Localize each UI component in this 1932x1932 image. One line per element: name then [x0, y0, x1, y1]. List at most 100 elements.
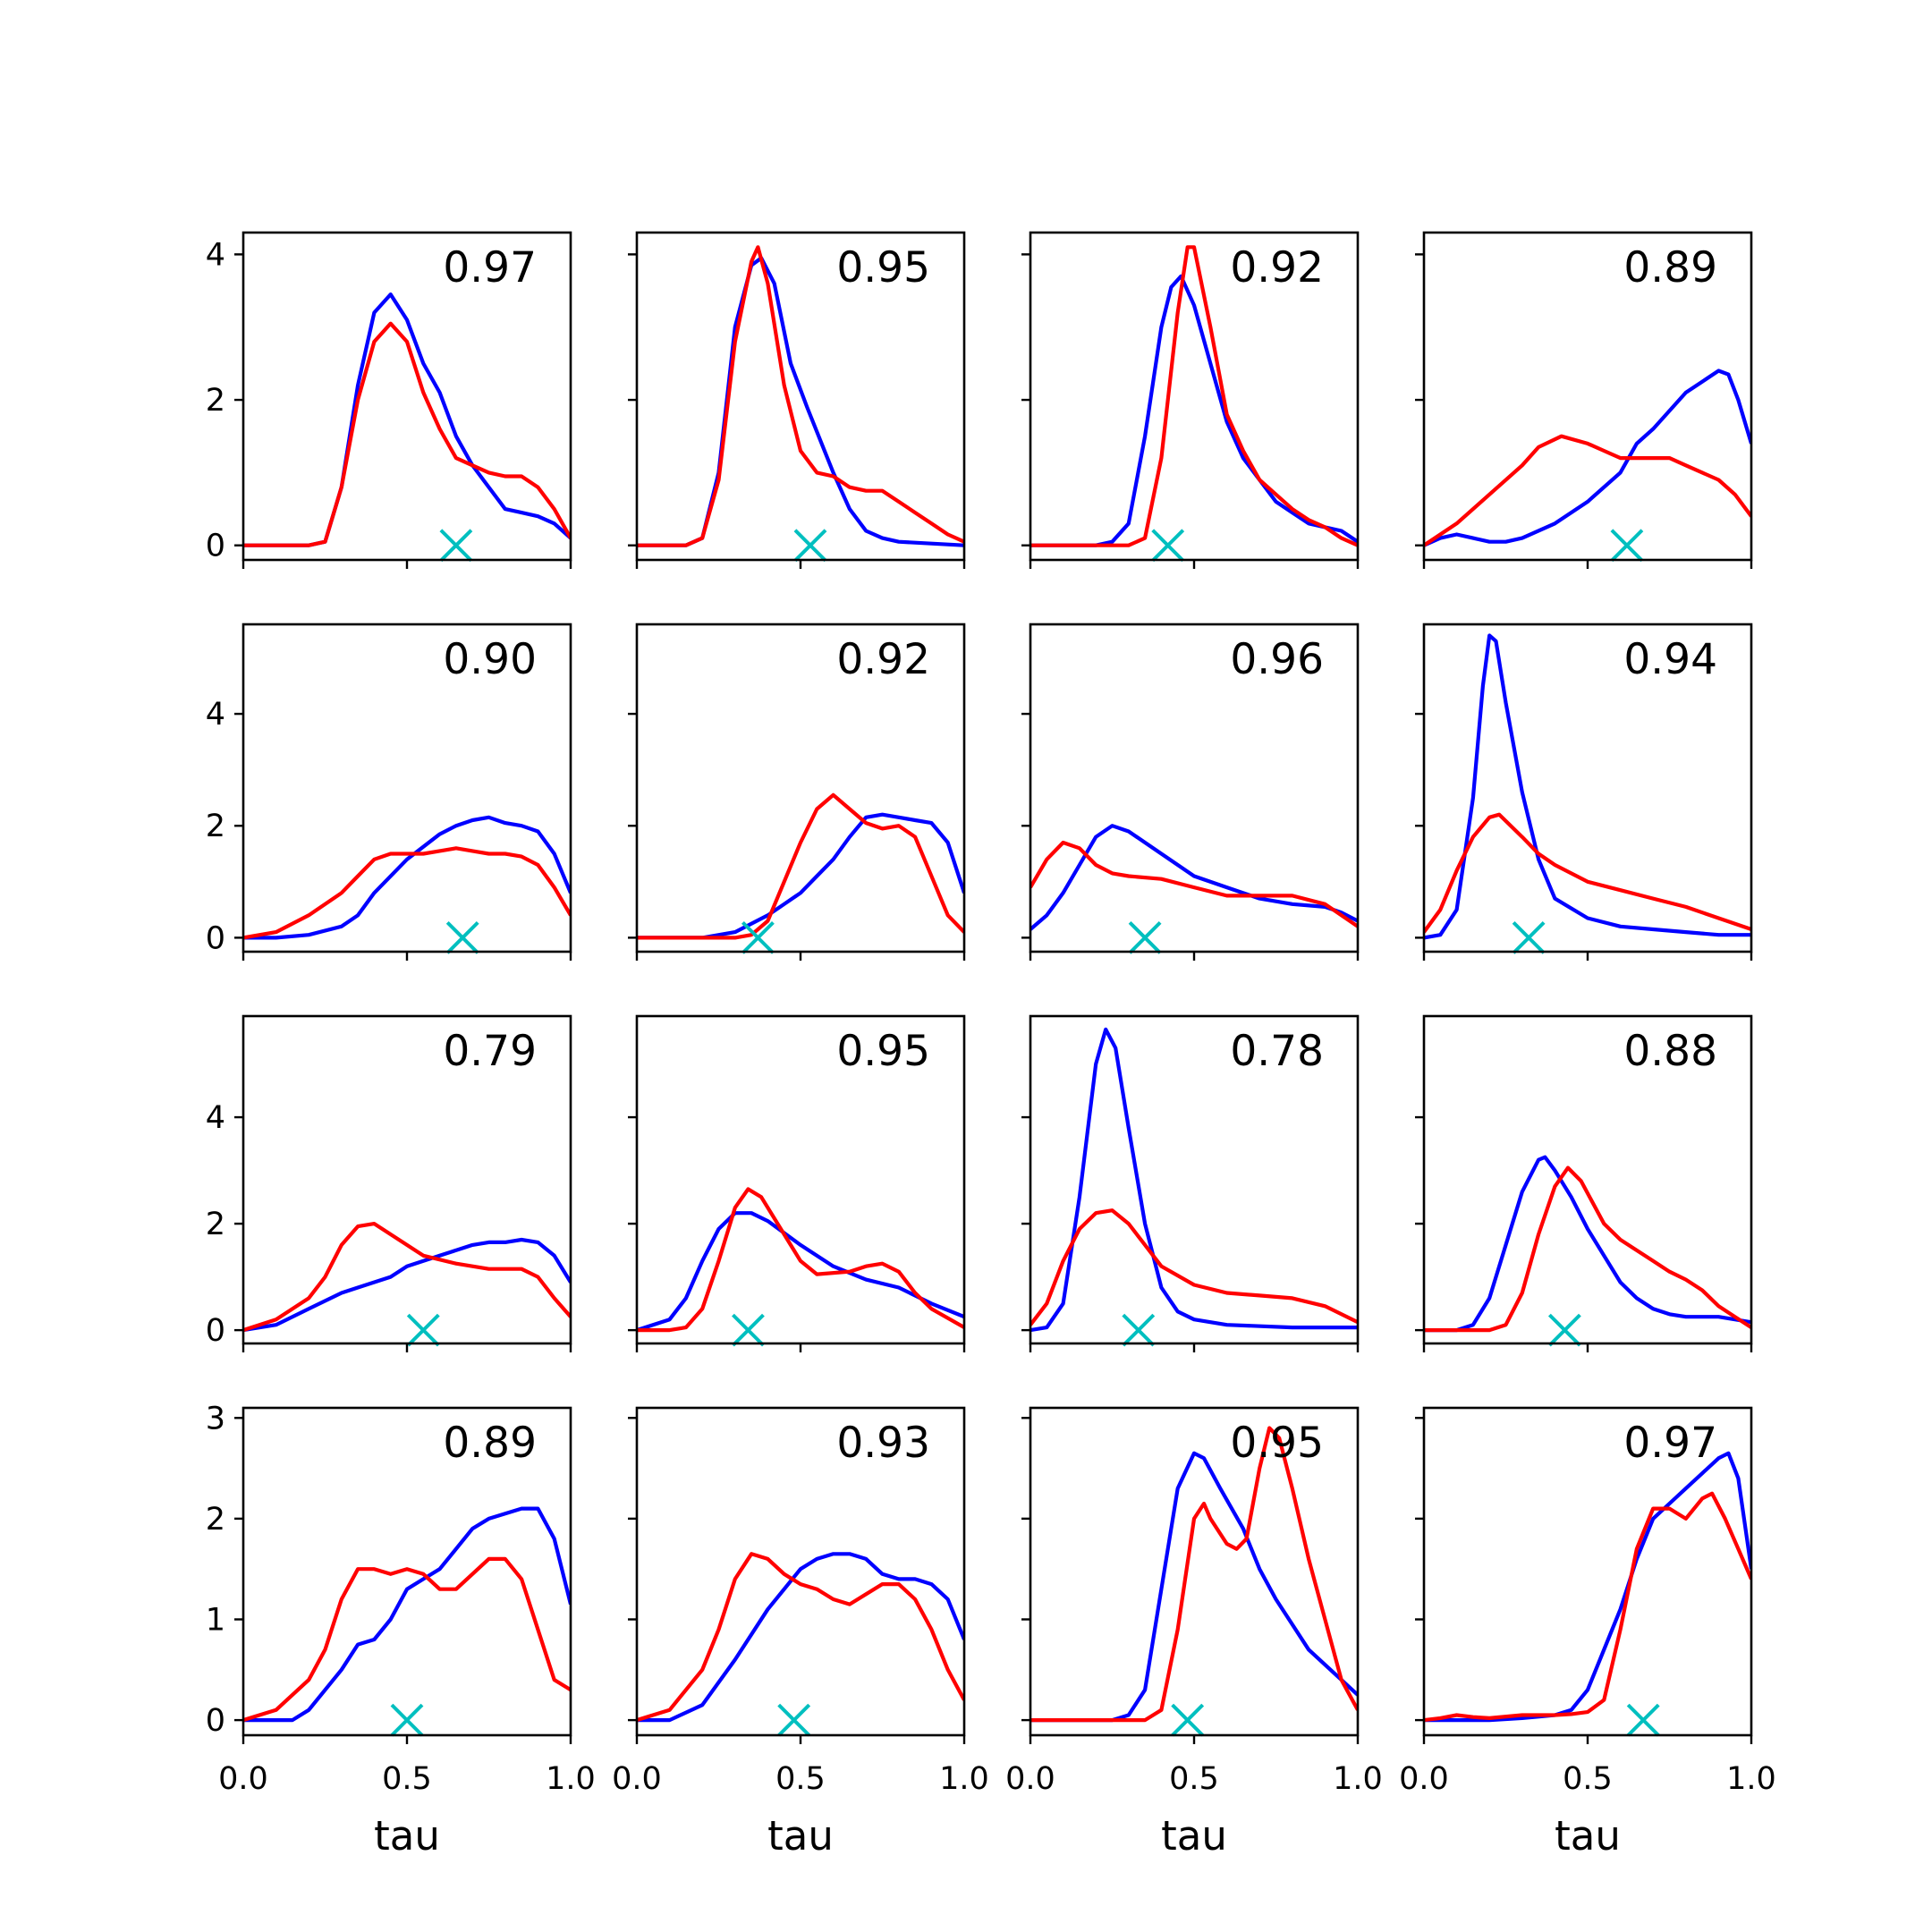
series-red-line: [1424, 434, 1751, 547]
y-tick-label: 2: [206, 809, 225, 844]
x-tick-label: 1.0: [1333, 1761, 1383, 1797]
true-value-marker: [1626, 1703, 1660, 1737]
series-blue-line: [1424, 633, 1751, 940]
series-red-line: [637, 792, 964, 940]
series-red-line: [243, 1222, 571, 1333]
series-blue-line: [243, 815, 571, 940]
series-blue-line: [1030, 274, 1358, 547]
y-tick-label: 2: [206, 383, 225, 419]
panel-13: 0.89 0 1 2 3 0.0 0.5 1.0 tau: [206, 1401, 596, 1860]
panel-score-label: 0.95: [1230, 1419, 1324, 1468]
panel-score-label: 0.95: [836, 1027, 930, 1076]
series-red-line: [1030, 1208, 1358, 1326]
y-tick-label: 2: [206, 1207, 225, 1242]
x-tick-label: 0.0: [612, 1761, 662, 1797]
panel-16: 0.97 0.0 0.5 1.0 tau: [1399, 1406, 1776, 1860]
panel-score-label: 0.96: [1230, 635, 1324, 684]
series-red-line: [243, 846, 571, 940]
panel-score-label: 0.92: [1230, 243, 1324, 292]
panel-11: 0.78: [1021, 1014, 1360, 1352]
x-tick-label: 1.0: [939, 1761, 989, 1797]
panel-5: 0.90 0 2 4: [206, 623, 572, 961]
series-red-line: [243, 321, 571, 547]
true-value-marker: [390, 1703, 424, 1737]
true-value-marker: [406, 1313, 440, 1347]
panel-score-label: 0.97: [443, 243, 537, 292]
true-value-marker: [439, 529, 473, 563]
panel-score-label: 0.89: [1623, 243, 1717, 292]
panel-1: 0.97 0 2 4: [206, 231, 572, 569]
true-value-marker: [1122, 1313, 1156, 1347]
x-tick-label: 1.0: [1726, 1761, 1776, 1797]
series-blue-line: [637, 812, 964, 940]
x-axis-label: tau: [1161, 1812, 1227, 1860]
panel-4: 0.89: [1415, 231, 1753, 569]
x-tick-label: 1.0: [546, 1761, 596, 1797]
series-red-line: [1424, 812, 1751, 934]
series-blue-line: [637, 1211, 964, 1333]
panel-7: 0.96: [1021, 623, 1360, 961]
panel-score-label: 0.97: [1623, 1419, 1717, 1468]
panel-2: 0.95: [628, 231, 966, 569]
series-blue-line: [1030, 1451, 1358, 1723]
x-axis-label: tau: [374, 1812, 440, 1860]
x-tick-label: 0.0: [218, 1761, 268, 1797]
true-value-marker: [732, 1313, 765, 1347]
y-tick-label: 0: [206, 1313, 225, 1349]
y-tick-label: 4: [206, 1100, 225, 1136]
panel-9: 0.79 0 2 4: [206, 1014, 572, 1352]
x-tick-label: 0.0: [1399, 1761, 1449, 1797]
panel-10: 0.95: [628, 1014, 966, 1352]
panel-3: 0.92: [1021, 231, 1360, 569]
true-value-marker: [1171, 1703, 1205, 1737]
series-blue-line: [1424, 1155, 1751, 1333]
x-axis-label: tau: [767, 1812, 834, 1860]
panel-score-label: 0.95: [836, 243, 930, 292]
series-red-line: [637, 1552, 964, 1723]
panel-8: 0.94: [1415, 623, 1753, 961]
panel-score-label: 0.79: [443, 1027, 537, 1076]
y-tick-label: 0: [206, 920, 225, 956]
series-red-line: [1030, 840, 1358, 928]
panel-grid: 0.97 0 2 4 0.95 0.92 0.89 0.90 0 2 4 0.92 0.96 0.94 0.…: [206, 231, 1776, 1860]
y-tick-label: 1: [206, 1602, 225, 1638]
series-blue-line: [243, 1237, 571, 1333]
panel-score-label: 0.78: [1230, 1027, 1324, 1076]
y-tick-label: 2: [206, 1502, 225, 1538]
panel-score-label: 0.94: [1623, 635, 1717, 684]
x-axis-label: tau: [1555, 1812, 1621, 1860]
x-tick-label: 0.5: [1169, 1761, 1219, 1797]
series-red-line: [1030, 245, 1358, 547]
true-value-marker: [1547, 1313, 1581, 1347]
panel-score-label: 0.88: [1623, 1027, 1717, 1076]
series-blue-line: [243, 1506, 571, 1723]
series-red-line: [1030, 1426, 1358, 1723]
series-blue-line: [1030, 1027, 1358, 1333]
true-value-marker: [445, 920, 479, 954]
x-tick-label: 0.5: [1563, 1761, 1613, 1797]
x-tick-label: 0.5: [775, 1761, 826, 1797]
series-blue-line: [1030, 824, 1358, 931]
y-tick-label: 0: [206, 1703, 225, 1739]
series-red-line: [243, 1556, 571, 1723]
x-tick-label: 0.0: [1005, 1761, 1055, 1797]
panel-score-label: 0.90: [443, 635, 537, 684]
panel-6: 0.92: [628, 623, 966, 961]
true-value-marker: [1128, 920, 1162, 954]
y-tick-label: 4: [206, 237, 225, 273]
panel-15: 0.95 0.0 0.5 1.0 tau: [1005, 1406, 1383, 1860]
series-red-line: [1424, 1165, 1751, 1333]
panel-12: 0.88: [1415, 1014, 1753, 1352]
panel-score-label: 0.93: [836, 1419, 930, 1468]
panel-score-label: 0.92: [836, 635, 930, 684]
series-red-line: [637, 1187, 964, 1333]
y-tick-label: 3: [206, 1401, 225, 1436]
true-value-marker: [793, 529, 827, 563]
true-value-marker: [741, 920, 775, 954]
true-value-marker: [1610, 529, 1644, 563]
y-tick-label: 0: [206, 529, 225, 564]
series-blue-line: [1424, 369, 1751, 547]
y-tick-label: 4: [206, 697, 225, 733]
